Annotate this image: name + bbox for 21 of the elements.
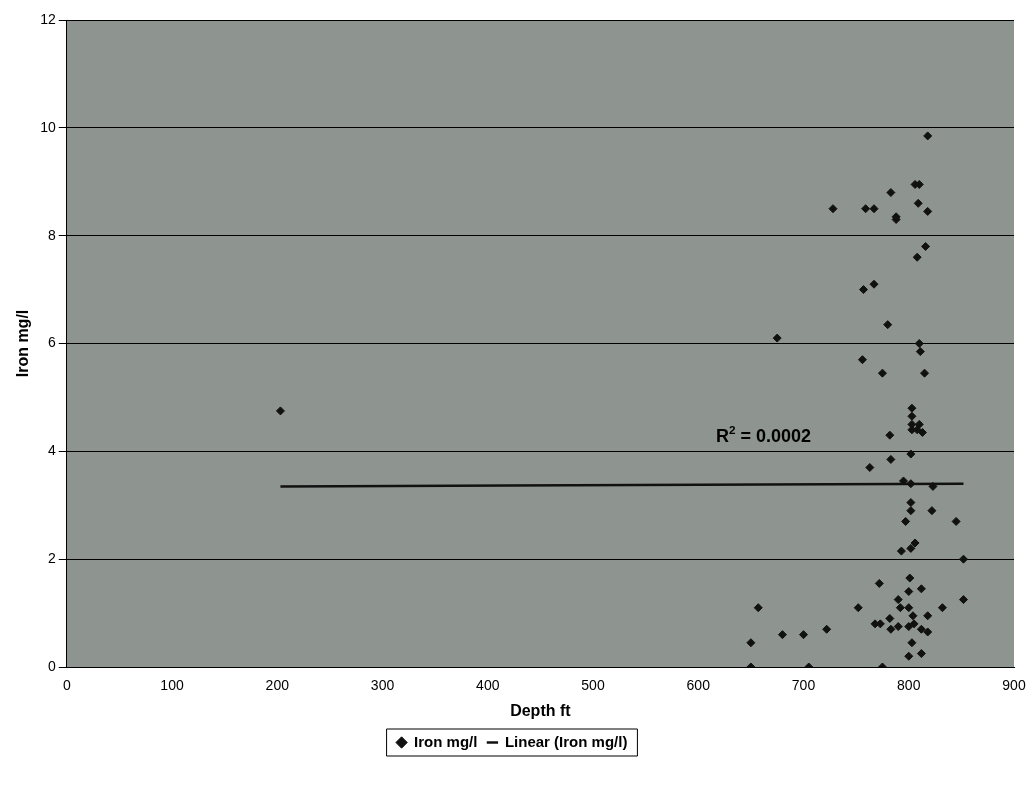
y-axis-title: Iron mg/l — [14, 309, 32, 378]
x-tick-label: 300 — [370, 677, 395, 694]
x-tick-label: 900 — [1002, 677, 1026, 694]
x-tick-label: 700 — [791, 677, 816, 694]
y-tick-label: 0 — [47, 657, 56, 674]
x-tick-label: 200 — [265, 677, 290, 694]
y-tick-label: 6 — [47, 334, 56, 351]
x-tick-label: 600 — [686, 677, 711, 694]
x-tick-label: 800 — [897, 677, 921, 694]
x-axis-title: Depth ft — [510, 701, 572, 719]
y-tick-label: 10 — [40, 118, 56, 135]
y-tick-label: 4 — [47, 442, 56, 459]
x-tick-label: 500 — [581, 677, 605, 694]
y-tick-label: 8 — [47, 226, 56, 243]
legend-label: Linear (Iron mg/l) — [504, 732, 628, 750]
x-tick-label: 0 — [62, 677, 71, 694]
legend-label: Iron mg/l — [414, 732, 478, 750]
x-tick-label: 100 — [160, 677, 184, 694]
x-tick-label: 400 — [476, 677, 500, 694]
y-tick-label: 2 — [47, 550, 56, 567]
y-tick-label: 12 — [40, 10, 56, 27]
